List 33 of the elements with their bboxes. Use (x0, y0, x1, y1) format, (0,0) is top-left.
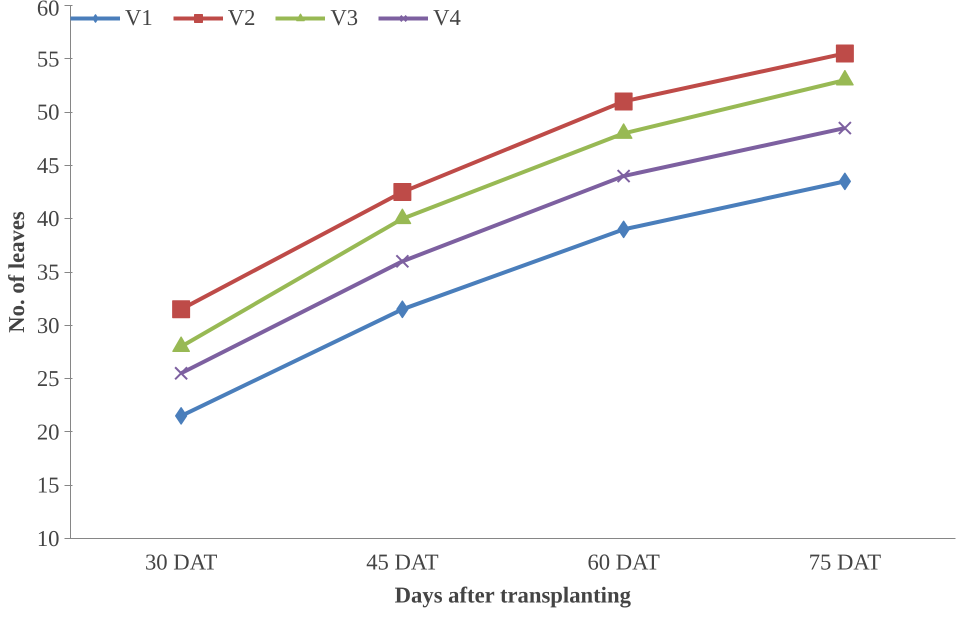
x-axis-title: Days after transplanting (394, 582, 632, 608)
y-tick-label: 25 (36, 366, 60, 392)
x-tick-label: 60 DAT (587, 550, 660, 574)
y-tick-label: 30 (36, 312, 60, 338)
point (172, 300, 190, 318)
x-tick-label: 30 DAT (144, 550, 218, 574)
point (174, 366, 188, 380)
point (614, 92, 633, 110)
point (838, 121, 852, 136)
y-tick-label: 45 (36, 152, 60, 178)
point (396, 300, 409, 318)
point (836, 44, 854, 62)
point (617, 220, 630, 238)
x-tick-label: 45 DAT (366, 550, 439, 574)
point (616, 169, 631, 184)
legend-label: V1 (125, 5, 153, 31)
x-tick-label: 75 DAT (808, 550, 882, 574)
y-tick-label: 55 (36, 46, 60, 72)
y-axis-title: No. of leaves (4, 211, 29, 333)
point (174, 406, 188, 425)
point (838, 172, 852, 190)
y-tick-label: 35 (36, 260, 60, 284)
y-tick-label: 40 (36, 206, 60, 232)
y-tick-label: 15 (36, 472, 60, 498)
point (395, 254, 410, 268)
legend-label: V4 (433, 5, 461, 31)
y-tick-label: 50 (36, 100, 60, 125)
legend-label: V2 (228, 5, 256, 31)
y-tick-label: 60 (36, 0, 60, 20)
y-tick-label: 10 (36, 526, 60, 551)
point (393, 183, 412, 202)
y-tick-label: 20 (36, 419, 60, 444)
legend-label: V3 (330, 5, 358, 31)
